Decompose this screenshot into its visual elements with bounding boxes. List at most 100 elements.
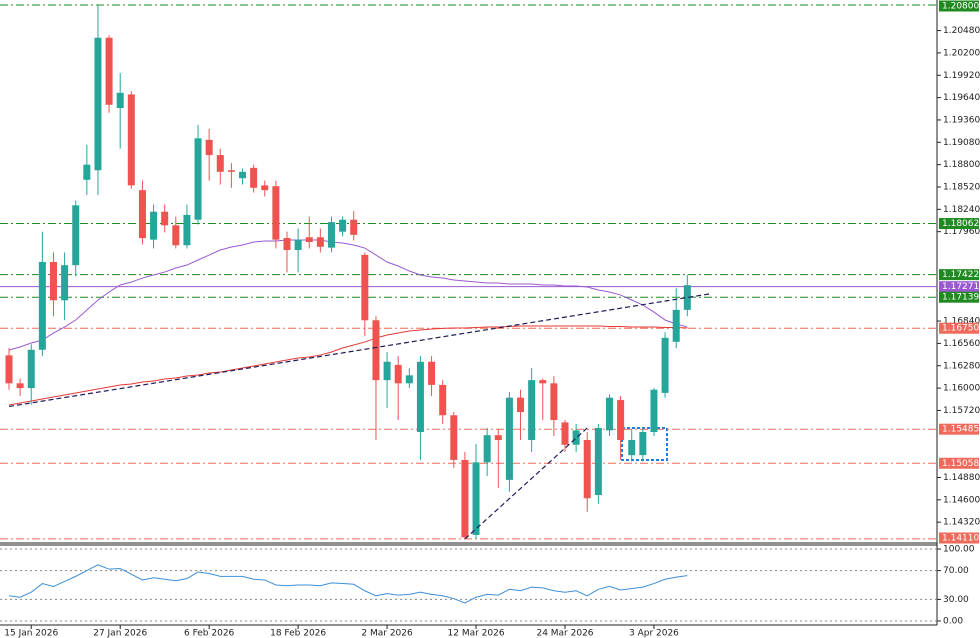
candle-body <box>183 214 191 246</box>
y-tick-label: 1.16560 <box>943 339 980 349</box>
candle-body <box>361 254 369 321</box>
x-tick-label: 12 Mar 2026 <box>448 629 505 638</box>
y-tick-label: 1.14600 <box>943 495 980 505</box>
candle-body <box>172 225 180 246</box>
level-label-box <box>939 0 979 12</box>
candle-body <box>83 164 91 180</box>
y-tick-label: 1.18520 <box>943 182 980 192</box>
candle-body <box>283 238 291 251</box>
level-label: 1.18062 <box>942 219 979 229</box>
level-label-box <box>939 218 979 230</box>
y-tick-label: 1.19360 <box>943 115 980 125</box>
candle-body <box>150 211 158 240</box>
candle-body <box>539 380 547 384</box>
level-label: 1.17271 <box>942 282 979 292</box>
candle-body <box>639 431 647 456</box>
candle-body <box>127 94 135 186</box>
candle-body <box>572 430 580 445</box>
candle-body <box>394 364 402 384</box>
candle-body <box>227 170 235 172</box>
level-label: 1.14110 <box>942 534 979 544</box>
candle-body <box>61 265 69 301</box>
candle-body <box>105 37 113 105</box>
candle-body <box>350 219 358 235</box>
y-tick-label: 1.19920 <box>943 71 980 81</box>
candle-body <box>494 435 502 440</box>
candle-body <box>261 185 269 191</box>
y-tick-label: 1.14320 <box>943 518 980 528</box>
candle-body <box>194 138 202 220</box>
level-label-box <box>939 423 979 435</box>
level-label-box <box>939 532 979 544</box>
trendline <box>464 427 588 540</box>
level-label: 1.16750 <box>942 324 979 334</box>
candle-body <box>94 37 102 171</box>
x-tick-label: 3 Apr 2026 <box>629 629 679 638</box>
y-tick-label: 1.19080 <box>943 138 980 148</box>
candle-body <box>405 375 413 384</box>
y-tick-label: 1.16280 <box>943 361 980 371</box>
candle-body <box>205 139 213 156</box>
level-label: 1.15485 <box>942 425 979 435</box>
y-tick-label: 1.18800 <box>943 160 980 170</box>
selection-box <box>621 427 668 461</box>
level-label: 1.17422 <box>942 270 979 280</box>
candle-body <box>550 383 558 421</box>
candle-body <box>617 400 625 440</box>
candle-body <box>505 397 513 480</box>
candle-body <box>294 239 302 251</box>
candle-body <box>116 92 124 108</box>
x-tick-label: 2 Mar 2026 <box>361 629 413 638</box>
y-tick-label: 1.16000 <box>943 384 980 394</box>
candle-body <box>461 459 469 538</box>
indicator-line <box>8 564 688 604</box>
candle-body <box>316 237 324 247</box>
y-tick-label: 1.19640 <box>943 93 980 103</box>
x-tick-label: 18 Feb 2026 <box>270 629 326 638</box>
level-label-box <box>939 281 979 293</box>
candle-body <box>594 427 602 496</box>
y-tick-label: 1.20480 <box>943 26 980 36</box>
candle-body <box>661 337 669 393</box>
level-label-box <box>939 322 979 334</box>
candle-body <box>383 361 391 381</box>
candle-body <box>216 155 224 172</box>
y-tick-label: 1.16840 <box>943 317 980 327</box>
candle-body <box>239 171 247 179</box>
candle-body <box>16 383 24 389</box>
candle-body <box>483 435 491 463</box>
y-tick-label: 1.17960 <box>943 227 980 237</box>
trendline <box>8 293 710 408</box>
level-label-box <box>939 291 979 303</box>
candle-body <box>650 389 658 432</box>
candle-body <box>327 222 335 248</box>
candle-body <box>450 415 458 460</box>
candle-body <box>5 355 13 384</box>
candle-body <box>517 397 525 413</box>
candle-body <box>272 186 280 240</box>
moving-average <box>8 239 688 351</box>
x-tick-label: 6 Feb 2026 <box>184 629 235 638</box>
candle-body <box>72 205 80 266</box>
candle-body <box>605 397 613 431</box>
candle-body <box>38 262 46 350</box>
candle-body <box>305 237 313 243</box>
level-label-box <box>939 269 979 281</box>
x-tick-label: 27 Jan 2026 <box>93 629 147 638</box>
level-label: 1.20800 <box>942 2 979 12</box>
candle-body <box>27 349 35 389</box>
candle-body <box>416 361 424 432</box>
candle-body <box>428 361 436 385</box>
y-tick-label: 1.20200 <box>943 48 980 58</box>
x-tick-label: 24 Mar 2026 <box>536 629 593 638</box>
candle-body <box>339 219 347 232</box>
level-label: 1.17139 <box>942 293 979 303</box>
candle-body <box>672 309 680 342</box>
level-label-box <box>939 457 979 469</box>
candle-body <box>472 462 480 535</box>
y-tick-label: 1.14880 <box>943 473 980 483</box>
candle-body <box>561 422 569 445</box>
candle-body <box>49 262 57 301</box>
